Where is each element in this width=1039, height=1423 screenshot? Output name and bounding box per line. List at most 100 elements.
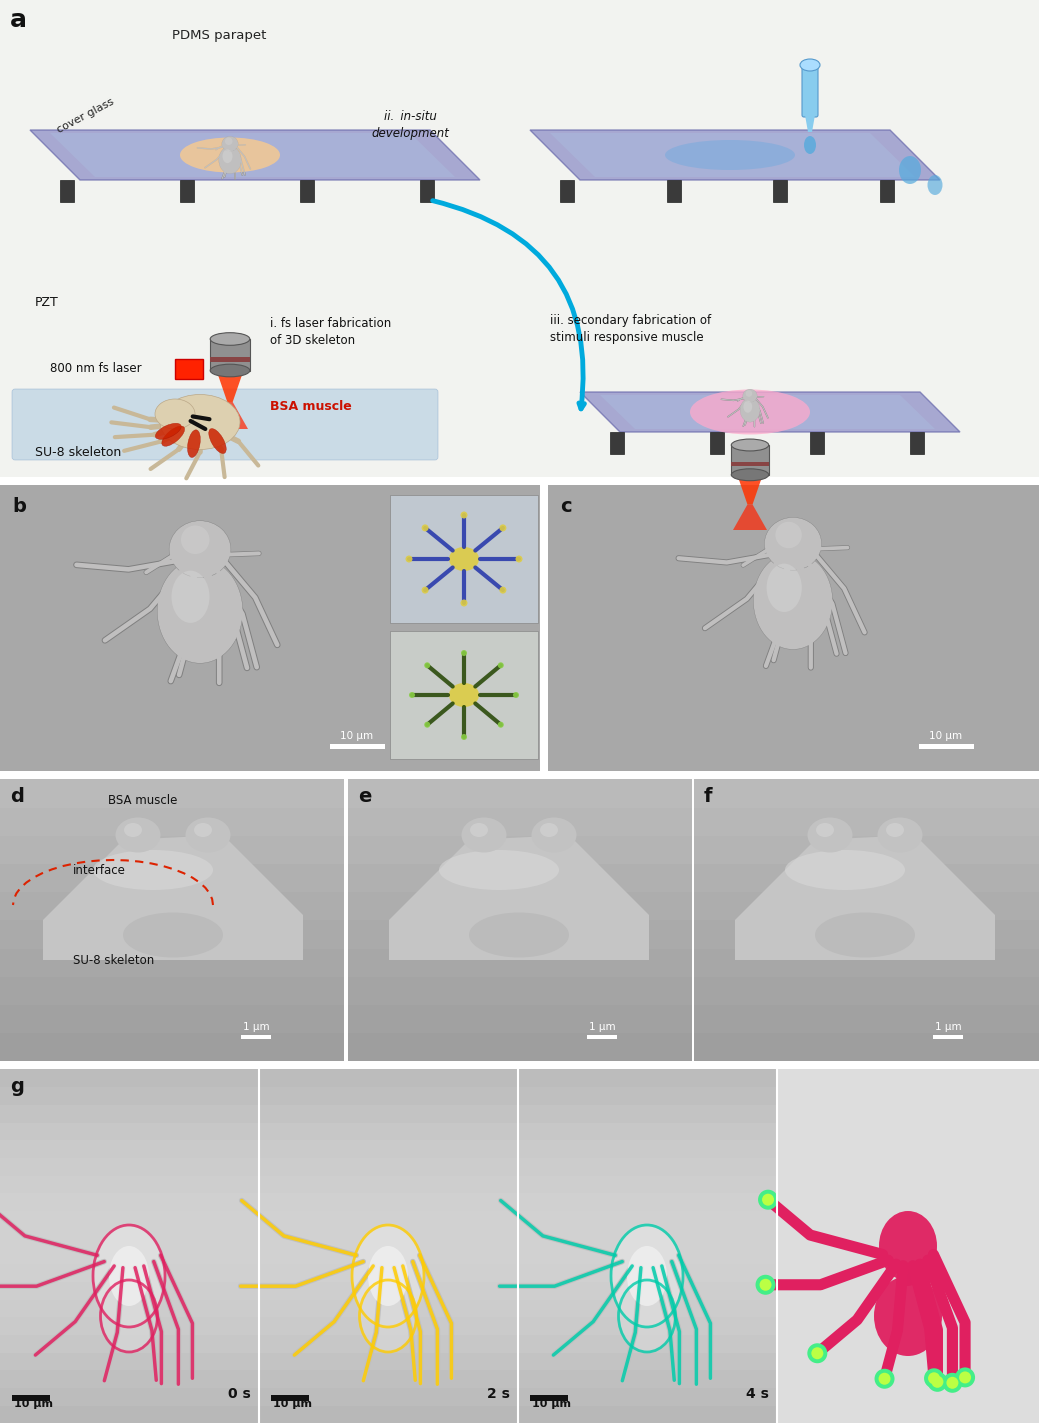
- Text: SU-8 skeleton: SU-8 skeleton: [73, 953, 154, 966]
- Ellipse shape: [816, 822, 834, 837]
- Text: g: g: [10, 1077, 24, 1096]
- Text: BSA muscle: BSA muscle: [108, 794, 178, 807]
- Bar: [694, 1032, 1039, 1062]
- Bar: [518, 1140, 777, 1158]
- Text: ii. ⁠ in-situ
development: ii. ⁠ in-situ development: [371, 110, 449, 139]
- Bar: [348, 921, 692, 949]
- Text: f: f: [704, 787, 713, 805]
- Bar: [0, 1087, 259, 1106]
- Bar: [0, 835, 344, 864]
- Ellipse shape: [746, 390, 752, 397]
- Text: PDMS parapet: PDMS parapet: [171, 28, 266, 41]
- Polygon shape: [805, 115, 815, 132]
- Bar: [60, 179, 74, 202]
- Circle shape: [875, 1369, 895, 1389]
- Polygon shape: [216, 370, 243, 403]
- Bar: [0, 778, 344, 808]
- Ellipse shape: [765, 518, 822, 571]
- Ellipse shape: [439, 850, 559, 889]
- Ellipse shape: [690, 390, 810, 434]
- Polygon shape: [50, 132, 455, 176]
- Bar: [0, 1175, 259, 1192]
- Circle shape: [755, 1275, 775, 1295]
- Bar: [667, 179, 681, 202]
- Bar: [259, 1299, 518, 1318]
- Ellipse shape: [743, 401, 752, 413]
- Text: cover glass: cover glass: [55, 97, 115, 135]
- Bar: [0, 1387, 259, 1406]
- Circle shape: [760, 1279, 772, 1291]
- Ellipse shape: [222, 137, 238, 151]
- Bar: [0, 1405, 259, 1423]
- Bar: [0, 1121, 259, 1140]
- Bar: [210, 339, 249, 370]
- Bar: [694, 948, 1039, 978]
- Polygon shape: [389, 835, 649, 961]
- Ellipse shape: [405, 555, 412, 562]
- Polygon shape: [212, 403, 248, 428]
- Text: 4 s: 4 s: [746, 1387, 769, 1402]
- Circle shape: [959, 1372, 971, 1383]
- Bar: [518, 1282, 777, 1301]
- Circle shape: [931, 1376, 943, 1387]
- Bar: [300, 179, 314, 202]
- Ellipse shape: [731, 468, 769, 481]
- Ellipse shape: [422, 525, 429, 531]
- Bar: [560, 179, 574, 202]
- Bar: [259, 1370, 518, 1387]
- Text: e: e: [358, 787, 371, 805]
- Bar: [348, 976, 692, 1005]
- Ellipse shape: [94, 850, 213, 889]
- Text: 1 μm: 1 μm: [935, 1022, 961, 1032]
- Bar: [259, 1352, 518, 1370]
- Ellipse shape: [879, 1211, 937, 1281]
- Polygon shape: [738, 475, 763, 505]
- Text: interface: interface: [73, 864, 126, 877]
- Bar: [259, 1211, 518, 1229]
- Ellipse shape: [162, 425, 185, 447]
- Circle shape: [924, 1369, 944, 1389]
- Ellipse shape: [800, 58, 820, 71]
- Bar: [348, 807, 692, 835]
- Ellipse shape: [899, 157, 921, 184]
- Text: 10 μm: 10 μm: [930, 731, 962, 741]
- Bar: [0, 1299, 259, 1318]
- Polygon shape: [600, 396, 935, 428]
- Ellipse shape: [500, 525, 506, 531]
- Bar: [348, 778, 692, 1062]
- Text: b: b: [12, 497, 26, 517]
- Circle shape: [947, 1377, 958, 1389]
- Bar: [0, 477, 1039, 485]
- Ellipse shape: [109, 1247, 149, 1306]
- Text: a: a: [10, 9, 27, 31]
- Ellipse shape: [409, 692, 415, 699]
- Ellipse shape: [874, 1276, 942, 1356]
- Bar: [694, 778, 1039, 1062]
- Ellipse shape: [815, 912, 915, 958]
- Bar: [518, 1352, 777, 1370]
- Ellipse shape: [210, 333, 249, 346]
- Bar: [330, 744, 385, 748]
- Bar: [259, 1069, 518, 1423]
- Bar: [259, 1318, 518, 1335]
- Bar: [773, 179, 788, 202]
- Ellipse shape: [461, 650, 467, 656]
- Text: 2 s: 2 s: [487, 1387, 510, 1402]
- Bar: [518, 1318, 777, 1335]
- Bar: [518, 1069, 777, 1423]
- Bar: [0, 1228, 259, 1247]
- Ellipse shape: [785, 850, 905, 889]
- Circle shape: [807, 1343, 827, 1363]
- Bar: [518, 1299, 777, 1318]
- Ellipse shape: [515, 555, 523, 562]
- Text: SU-8 skeleton: SU-8 skeleton: [35, 445, 122, 458]
- Ellipse shape: [181, 525, 210, 554]
- Bar: [175, 359, 203, 379]
- Ellipse shape: [540, 822, 558, 837]
- Bar: [694, 891, 1039, 921]
- Ellipse shape: [368, 1247, 408, 1306]
- Bar: [348, 778, 692, 808]
- Bar: [0, 1247, 259, 1264]
- Ellipse shape: [740, 398, 760, 423]
- Ellipse shape: [460, 511, 468, 518]
